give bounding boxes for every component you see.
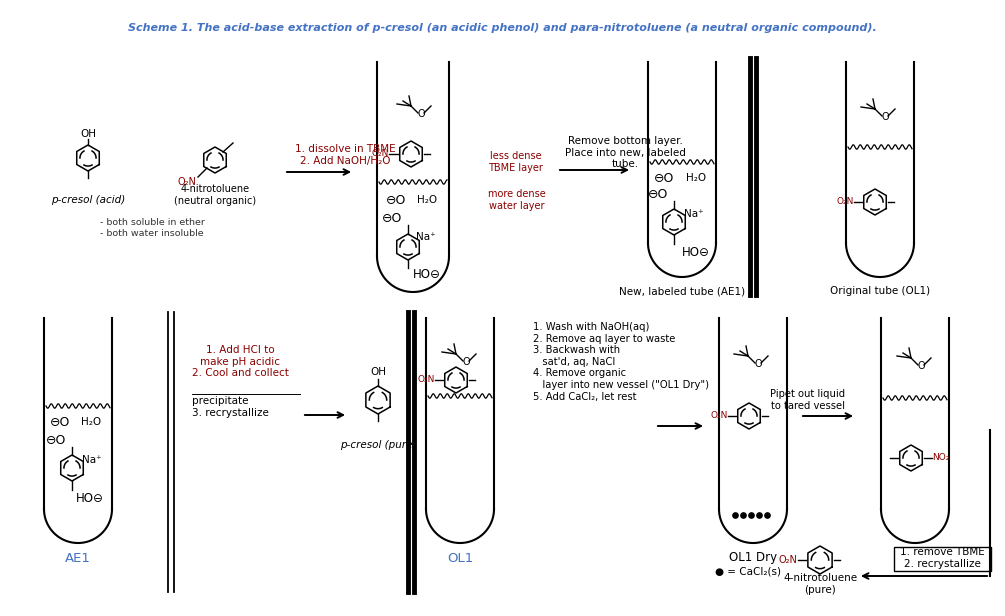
Text: New, labeled tube (AE1): New, labeled tube (AE1) [619,286,745,296]
Text: ⊖O: ⊖O [382,213,402,225]
Text: p-cresol (pure): p-cresol (pure) [340,440,416,450]
Text: ⊖O: ⊖O [654,171,674,185]
Text: O: O [918,361,925,371]
Text: 3. recrystallize: 3. recrystallize [192,408,269,418]
Text: NO₂: NO₂ [933,453,950,463]
Text: 1. dissolve in TBME
2. Add NaOH/H₂O: 1. dissolve in TBME 2. Add NaOH/H₂O [295,144,396,166]
Text: Original tube (OL1): Original tube (OL1) [830,286,930,296]
Text: O₂N: O₂N [711,411,728,421]
Text: ⊖O: ⊖O [50,416,70,429]
Text: HO⊖: HO⊖ [76,492,104,505]
Text: Na⁺: Na⁺ [82,455,102,465]
Text: less dense
TBME layer: less dense TBME layer [488,151,543,173]
Text: O: O [754,359,762,369]
Text: O₂N: O₂N [836,198,853,206]
Text: - both soluble in ether
- both water insoluble: - both soluble in ether - both water ins… [99,218,204,238]
Text: Pipet out liquid
to tared vessel: Pipet out liquid to tared vessel [771,389,845,411]
Text: OL1: OL1 [447,551,473,564]
Text: AE1: AE1 [65,551,90,564]
Text: O₂N: O₂N [371,150,389,158]
Text: p-cresol (acid): p-cresol (acid) [51,195,126,205]
Text: O₂N: O₂N [417,376,435,384]
Text: OH: OH [80,129,96,139]
Text: Na⁺: Na⁺ [416,232,436,242]
Text: H₂O: H₂O [81,417,102,427]
Text: ⊖O: ⊖O [648,188,668,201]
Text: ● = CaCl₂(s): ● = CaCl₂(s) [715,566,781,576]
Text: O: O [462,357,469,367]
Text: O₂N: O₂N [779,555,797,565]
Text: H₂O: H₂O [686,173,707,183]
Text: HO⊖: HO⊖ [413,269,441,282]
Text: 1. Wash with NaOH(aq)
2. Remove aq layer to waste
3. Backwash with
   sat'd, aq,: 1. Wash with NaOH(aq) 2. Remove aq layer… [533,322,709,402]
Text: precipitate: precipitate [192,396,248,406]
Text: ⊖O: ⊖O [386,193,406,206]
Text: Scheme 1. The acid-base extraction of p-cresol (an acidic phenol) and para-nitro: Scheme 1. The acid-base extraction of p-… [128,23,876,33]
Text: OH: OH [370,367,386,377]
Text: OL1 Dry: OL1 Dry [729,551,777,564]
Text: more dense
water layer: more dense water layer [488,189,546,211]
Text: Remove bottom layer.
Place into new, labeled
tube.: Remove bottom layer. Place into new, lab… [565,136,685,169]
Text: Na⁺: Na⁺ [684,209,704,219]
Text: O₂N: O₂N [178,177,196,187]
Text: H₂O: H₂O [417,195,437,205]
Text: HO⊖: HO⊖ [682,246,710,259]
Text: 4-nitrotoluene
(neutral organic): 4-nitrotoluene (neutral organic) [174,184,256,206]
Text: O: O [881,112,888,122]
Text: 1. remove TBME
2. recrystallize: 1. remove TBME 2. recrystallize [900,547,985,569]
Text: O: O [417,109,425,119]
Text: 4-nitrotoluene
(pure): 4-nitrotoluene (pure) [783,573,857,595]
Text: ⊖O: ⊖O [46,434,66,447]
Text: 1. Add HCl to
make pH acidic
2. Cool and collect: 1. Add HCl to make pH acidic 2. Cool and… [192,345,288,378]
